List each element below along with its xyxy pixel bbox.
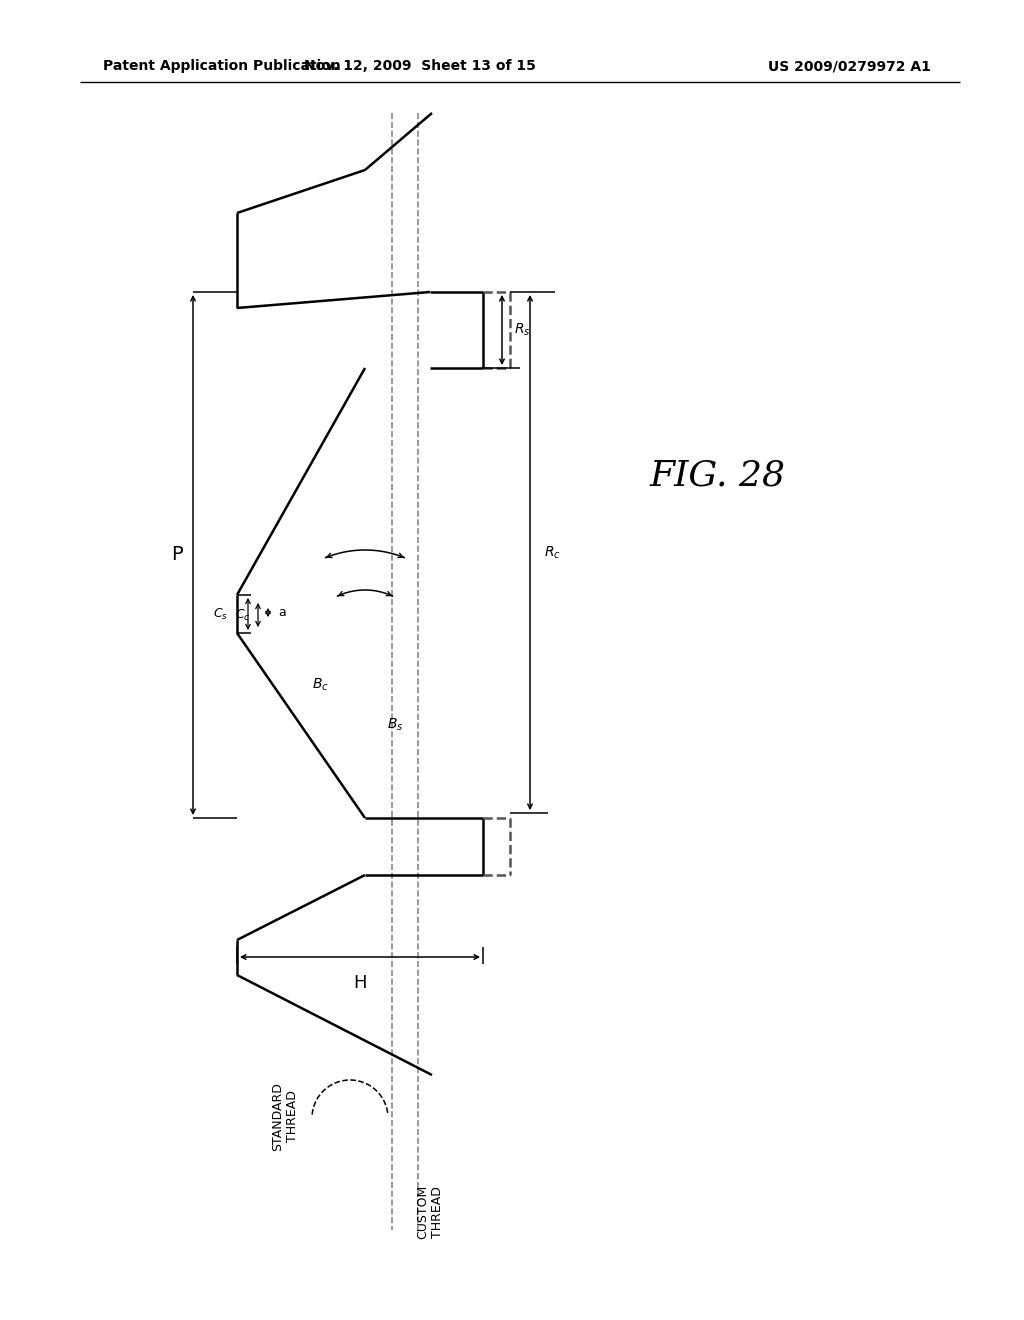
Text: Patent Application Publication: Patent Application Publication <box>103 59 341 73</box>
Text: US 2009/0279972 A1: US 2009/0279972 A1 <box>768 59 931 73</box>
Text: $R_s$: $R_s$ <box>514 322 530 338</box>
Text: Nov. 12, 2009  Sheet 13 of 15: Nov. 12, 2009 Sheet 13 of 15 <box>304 59 536 73</box>
Text: $C_s$: $C_s$ <box>213 606 228 622</box>
Text: P: P <box>171 545 183 565</box>
Text: CUSTOM
THREAD: CUSTOM THREAD <box>416 1185 444 1239</box>
Text: $R_c$: $R_c$ <box>544 544 561 561</box>
Text: FIG. 28: FIG. 28 <box>650 458 786 492</box>
Text: $B_c$: $B_c$ <box>311 677 329 693</box>
Text: a: a <box>278 606 286 619</box>
Text: $C_c$: $C_c$ <box>234 607 250 623</box>
Text: STANDARD
THREAD: STANDARD THREAD <box>271 1082 299 1151</box>
Text: $B_s$: $B_s$ <box>387 717 403 733</box>
Text: H: H <box>353 974 367 993</box>
